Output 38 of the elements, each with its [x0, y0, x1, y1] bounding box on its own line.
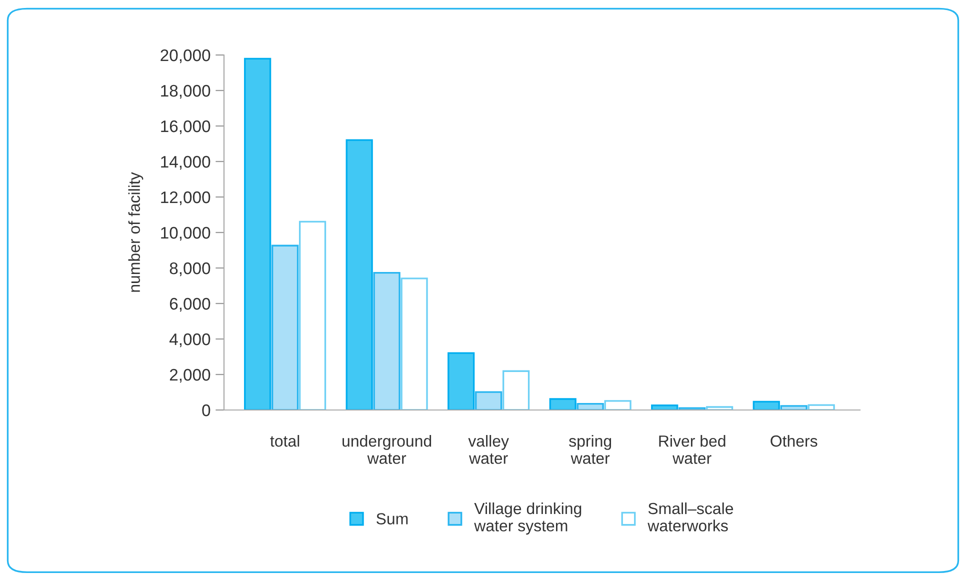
- legend-label: Sum: [376, 513, 408, 524]
- bar: [272, 244, 299, 410]
- y-tick-label: 6,000: [170, 298, 210, 312]
- bar: [752, 400, 780, 410]
- bar: [346, 139, 373, 410]
- bar: [576, 402, 604, 410]
- y-tick-label: 16,000: [161, 120, 210, 134]
- x-tick-label: Others: [770, 435, 818, 447]
- bar: [502, 370, 530, 410]
- x-tick-label: spring water: [569, 435, 612, 464]
- y-tick-label: 8,000: [170, 262, 210, 276]
- bar: [400, 278, 428, 410]
- y-tick-label: 18,000: [161, 84, 210, 99]
- bar: [808, 404, 835, 410]
- y-tick-label: 12,000: [161, 191, 210, 206]
- y-tick-label: 0: [202, 404, 210, 416]
- x-tick-label: total: [270, 435, 300, 447]
- y-axis-title: number of facility: [128, 172, 144, 292]
- legend-label: Village drinking water system: [474, 502, 582, 535]
- y-tick-label: 4,000: [169, 333, 210, 348]
- y-tick-label: 10,000: [161, 226, 210, 241]
- legend-label: Small–scale waterworks: [648, 502, 734, 532]
- bar: [651, 404, 678, 410]
- bar: [298, 220, 326, 410]
- y-tick-label: 2,000: [170, 368, 210, 383]
- bar: [706, 406, 734, 410]
- x-tick-label: River bed water: [659, 435, 726, 464]
- bar: [244, 58, 272, 410]
- bar: [780, 405, 808, 410]
- bar: [475, 391, 502, 410]
- bar: [373, 272, 400, 410]
- y-tick-label: 20,000: [160, 49, 210, 64]
- y-tick-label: 14,000: [161, 156, 210, 170]
- x-tick-label: valley water: [468, 435, 509, 464]
- x-tick-label: underground water: [342, 435, 432, 464]
- bar: [549, 398, 576, 410]
- bar: [448, 352, 475, 410]
- bar: [604, 400, 632, 410]
